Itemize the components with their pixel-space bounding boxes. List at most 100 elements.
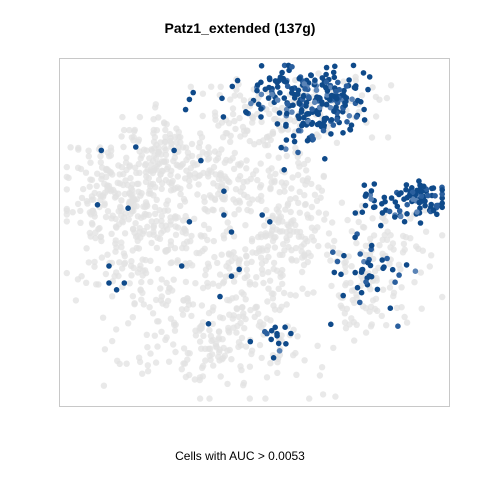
- cell-point: [383, 322, 389, 328]
- highlighted-cell-point: [402, 219, 408, 225]
- highlighted-cell-point: [206, 321, 212, 327]
- highlighted-cell-point: [272, 325, 278, 331]
- cell-point: [230, 196, 236, 202]
- highlighted-cell-point: [296, 128, 302, 134]
- cell-point: [147, 183, 153, 189]
- cell-point: [87, 160, 93, 166]
- cell-point: [156, 207, 162, 213]
- highlighted-cell-point: [235, 78, 241, 84]
- highlighted-cell-point: [273, 78, 279, 84]
- cell-point: [89, 193, 95, 199]
- cell-point: [167, 172, 173, 178]
- cell-point: [369, 134, 375, 140]
- cell-point: [164, 334, 170, 340]
- cell-point: [145, 362, 151, 368]
- cell-point: [161, 145, 167, 151]
- cell-point: [177, 203, 183, 209]
- highlighted-cell-point: [275, 121, 281, 127]
- cell-point: [214, 260, 220, 266]
- cell-point: [77, 208, 83, 214]
- cell-point: [343, 325, 349, 331]
- cell-point: [155, 266, 161, 272]
- cell-point: [218, 146, 224, 152]
- cell-point: [143, 173, 149, 179]
- cell-point: [317, 195, 323, 201]
- cell-point: [199, 302, 205, 308]
- highlighted-cell-point: [297, 101, 303, 107]
- cell-point: [244, 127, 250, 133]
- highlighted-cell-point: [302, 86, 308, 92]
- cell-point: [106, 183, 112, 189]
- highlighted-cell-point: [392, 279, 398, 285]
- highlighted-cell-point: [340, 130, 346, 136]
- cell-point: [242, 246, 248, 252]
- cell-point: [335, 250, 341, 256]
- cell-point: [150, 310, 156, 316]
- cell-point: [344, 306, 350, 312]
- cell-point: [368, 304, 374, 310]
- highlighted-cell-point: [198, 158, 204, 164]
- cell-point: [312, 227, 318, 233]
- cell-point: [217, 271, 223, 277]
- cell-point: [109, 338, 115, 344]
- cell-point: [75, 146, 81, 152]
- highlighted-cell-point: [179, 263, 185, 269]
- cell-point: [212, 109, 218, 115]
- highlighted-cell-point: [418, 220, 424, 226]
- cell-point: [423, 229, 429, 235]
- cell-point: [211, 254, 217, 260]
- highlighted-cell-point: [259, 63, 265, 69]
- highlighted-cell-point: [306, 94, 312, 100]
- highlighted-cell-point: [262, 329, 268, 335]
- cell-point: [295, 160, 301, 166]
- cell-point: [226, 265, 232, 271]
- cell-point: [210, 362, 216, 368]
- cell-point: [297, 229, 303, 235]
- cell-point: [351, 337, 357, 343]
- highlighted-cell-point: [320, 75, 326, 81]
- cell-point: [236, 260, 242, 266]
- highlighted-cell-point: [267, 75, 273, 81]
- cell-point: [248, 259, 254, 265]
- cell-point: [267, 278, 273, 284]
- highlighted-cell-point: [299, 123, 305, 129]
- cell-point: [122, 260, 128, 266]
- highlighted-cell-point: [349, 96, 355, 102]
- cell-point: [87, 230, 93, 236]
- highlighted-cell-point: [361, 107, 367, 113]
- cell-point: [166, 285, 172, 291]
- cell-point: [179, 245, 185, 251]
- cell-point: [353, 240, 359, 246]
- cell-point: [127, 280, 133, 286]
- cell-point: [252, 281, 258, 287]
- cell-point: [123, 155, 129, 161]
- highlighted-cell-point: [428, 202, 434, 208]
- cell-point: [216, 329, 222, 335]
- cell-point: [103, 271, 109, 277]
- highlighted-cell-point: [284, 137, 290, 143]
- cell-point: [259, 355, 265, 361]
- cell-point: [196, 173, 202, 179]
- cell-point: [258, 160, 264, 166]
- highlighted-cell-point: [266, 95, 272, 101]
- cell-point: [249, 236, 255, 242]
- cell-point: [219, 252, 225, 258]
- cell-point: [163, 280, 169, 286]
- cell-point: [172, 328, 178, 334]
- cell-point: [98, 238, 104, 244]
- cell-point: [120, 144, 126, 150]
- cell-point: [208, 333, 214, 339]
- highlighted-cell-point: [334, 117, 340, 123]
- highlighted-cell-point: [404, 211, 410, 217]
- highlighted-cell-point: [416, 200, 422, 206]
- cell-point: [75, 201, 81, 207]
- cell-point: [118, 244, 124, 250]
- cell-point: [157, 285, 163, 291]
- cell-point: [108, 231, 114, 237]
- cell-point: [206, 264, 212, 270]
- cell-point: [232, 126, 238, 132]
- cell-point: [276, 307, 282, 313]
- cell-point: [379, 251, 385, 257]
- cell-point: [226, 179, 232, 185]
- cell-point: [321, 173, 327, 179]
